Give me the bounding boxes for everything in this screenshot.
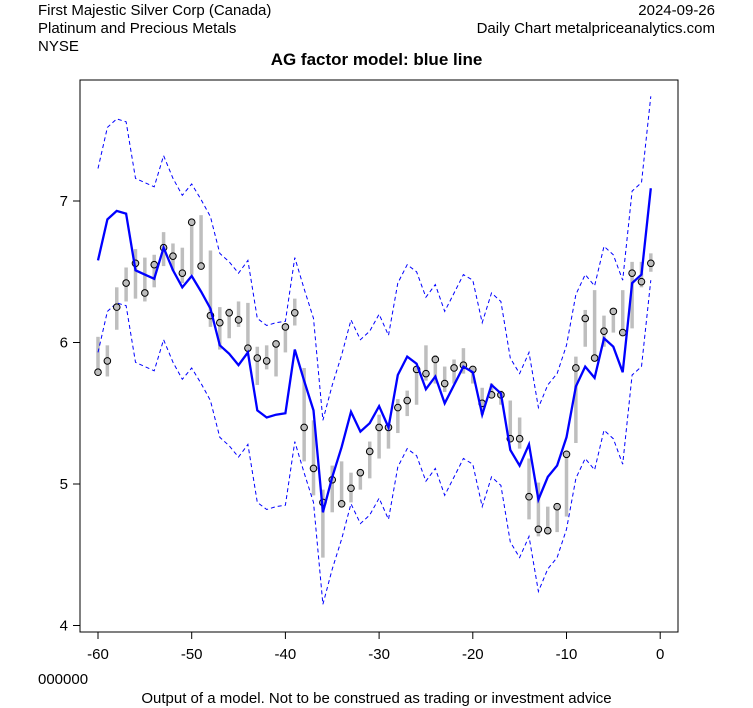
- x-tick-label: 0: [656, 646, 664, 663]
- close-point: [141, 289, 149, 297]
- close-point: [628, 269, 636, 277]
- close-point: [150, 260, 159, 269]
- close-point: [197, 262, 205, 270]
- close-point: [300, 423, 308, 432]
- close-point: [309, 464, 318, 473]
- close-point: [187, 218, 196, 227]
- close-point: [94, 368, 102, 377]
- close-point: [543, 526, 552, 535]
- close-point: [216, 318, 224, 327]
- y-tick-label: 6: [60, 335, 68, 352]
- close-point: [562, 450, 571, 459]
- lower-band-line: [97, 280, 652, 605]
- plot-frame: [79, 79, 679, 633]
- close-point: [234, 316, 243, 324]
- sector: Platinum and Precious Metals: [38, 20, 237, 37]
- exchange: NYSE: [38, 38, 79, 55]
- close-point: [262, 357, 271, 365]
- close-point: [112, 303, 121, 311]
- close-point: [440, 379, 449, 388]
- disclaimer: Output of a model. Not to be construed a…: [141, 690, 612, 707]
- close-point: [525, 492, 533, 501]
- chart-title: AG factor model: blue line: [270, 50, 483, 69]
- close-point: [122, 279, 130, 287]
- close-point: [431, 355, 440, 364]
- close-point: [375, 423, 383, 432]
- model-line: [96, 188, 652, 513]
- x-tick-label: -60: [87, 646, 109, 663]
- close-point: [272, 340, 280, 348]
- y-tick-label: 5: [60, 476, 68, 493]
- company-name: First Majestic Silver Corp (Canada): [38, 2, 272, 19]
- close-point: [618, 328, 627, 337]
- close-point: [290, 308, 299, 317]
- close-point: [647, 259, 655, 268]
- close-point: [225, 308, 233, 317]
- close-point: [281, 323, 290, 331]
- x-tick-label: -20: [462, 646, 484, 663]
- close-point: [403, 396, 412, 405]
- close-point: [178, 269, 187, 277]
- close-point: [253, 354, 262, 362]
- upper-band-line: [97, 96, 652, 421]
- close-point: [347, 484, 355, 493]
- y-tick-label: 7: [60, 193, 68, 210]
- y-tick-label: 4: [60, 618, 68, 635]
- close-point: [450, 364, 458, 372]
- close-point: [609, 307, 618, 316]
- close-point: [394, 403, 402, 412]
- chart-date: 2024-09-26: [638, 2, 715, 19]
- x-tick-label: -30: [368, 646, 390, 663]
- code-label: 000000: [38, 671, 89, 688]
- close-point: [637, 277, 646, 286]
- close-point: [600, 327, 608, 335]
- close-point: [356, 468, 365, 477]
- close-point: [572, 364, 580, 372]
- x-tick-label: -40: [275, 646, 297, 663]
- close-point: [534, 525, 543, 534]
- x-tick-label: -50: [181, 646, 203, 663]
- close-point: [103, 357, 112, 365]
- close-point: [553, 502, 561, 511]
- close-point: [169, 252, 177, 260]
- close-point: [581, 314, 590, 323]
- close-point: [590, 354, 599, 362]
- chart-source: Daily Chart metalpriceanalytics.com: [476, 20, 715, 37]
- close-point: [422, 369, 430, 378]
- close-point: [365, 447, 374, 456]
- x-tick-label: -10: [556, 646, 578, 663]
- close-point: [337, 500, 346, 508]
- close-point: [515, 434, 524, 443]
